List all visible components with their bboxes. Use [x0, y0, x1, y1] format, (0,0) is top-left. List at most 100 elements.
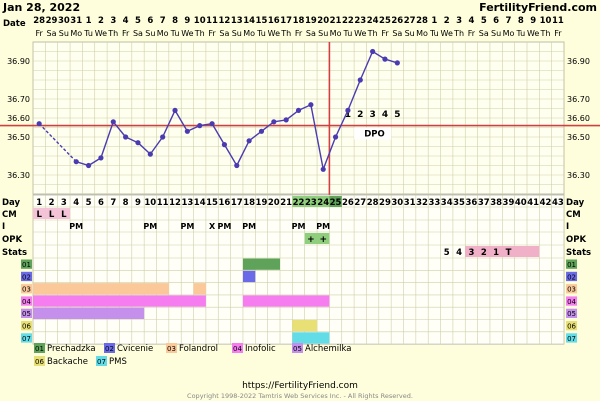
temp-line-segment	[223, 144, 238, 166]
day-number: 34	[441, 198, 453, 208]
supplement-bar	[33, 307, 145, 319]
dpo-number: 1	[345, 110, 351, 120]
row-label-right-day: Day	[566, 198, 585, 208]
intercourse-value: PM	[69, 222, 83, 231]
date-label: 5	[481, 16, 487, 26]
date-label: 21	[330, 16, 342, 26]
temp-point	[258, 128, 265, 134]
day-number: 43	[552, 198, 564, 208]
date-label: 5	[135, 16, 141, 26]
weekday-label: Sa	[219, 29, 229, 38]
supp-code-label-right: 01	[567, 261, 576, 269]
day-number: 20	[268, 198, 280, 208]
date-label: 1	[431, 16, 437, 26]
legend-label: Folandrol	[179, 344, 218, 354]
weekday-label: Tu	[429, 29, 439, 38]
supplement-bar	[292, 320, 318, 332]
weekday-label: Mo	[503, 29, 515, 38]
day-number: 11	[157, 198, 169, 208]
supplement-bar	[242, 258, 280, 270]
weekday-label: Fr	[381, 29, 389, 38]
temp-line-segment	[347, 79, 361, 111]
supp-code-label: 06	[22, 323, 31, 331]
temp-point	[345, 107, 351, 113]
intercourse-value: PM	[242, 222, 256, 231]
day-number: 32	[416, 198, 428, 208]
day-number: 36	[466, 198, 478, 208]
weekday-label: Th	[280, 29, 291, 38]
intercourse-value: PM	[292, 222, 306, 231]
legend-label: Cvicenie	[117, 344, 153, 354]
date-label: 9	[184, 16, 190, 26]
supp-code-box-right	[566, 296, 578, 306]
y-tick-label: 36.30	[7, 171, 30, 180]
cm-value: L	[49, 210, 55, 220]
row-label-cm: CM	[2, 210, 17, 220]
temp-point	[98, 155, 104, 161]
supp-code-box	[21, 333, 32, 343]
date-label: 30	[58, 16, 70, 26]
day-number: 41	[527, 198, 539, 208]
day-number: 39	[503, 198, 515, 208]
legend-swatch	[104, 343, 115, 353]
weekday-label: Su	[405, 29, 415, 38]
day-number: 21	[280, 198, 292, 208]
fertile-day-highlight	[292, 196, 305, 207]
day-number: 16	[219, 198, 231, 208]
weekday-label: Su	[145, 29, 155, 38]
temp-line-segment	[162, 110, 176, 138]
date-label: 28	[416, 16, 428, 26]
temp-point	[147, 151, 153, 157]
cm-cell	[33, 208, 46, 219]
weekday-label: Sa	[479, 29, 489, 38]
y-tick-label: 36.70	[7, 95, 30, 104]
dpo-number: 4	[382, 110, 388, 120]
weekday-label: Su	[232, 29, 242, 38]
fertile-day-highlight	[317, 196, 330, 207]
intercourse-value: PM	[316, 222, 330, 231]
temp-point	[36, 121, 42, 127]
opk-value: +	[319, 235, 327, 245]
temp-point	[295, 107, 302, 113]
supp-code-label-right: 07	[567, 335, 576, 343]
supp-code-box	[21, 284, 32, 294]
day-number: 29	[379, 198, 391, 208]
day-number: 1	[36, 198, 42, 208]
date-label: 18	[293, 16, 305, 26]
cm-cell	[45, 208, 58, 219]
weekday-label: We	[268, 29, 280, 38]
weekday-label: Tu	[83, 29, 93, 38]
supp-code-box-right	[566, 284, 578, 294]
date-label: 26	[391, 16, 403, 26]
date-label: 3	[110, 16, 116, 26]
date-label: 2	[98, 16, 104, 26]
date-label: 9	[530, 16, 536, 26]
date-label: 7	[160, 16, 166, 26]
day-number: 18	[243, 198, 255, 208]
temp-point	[172, 107, 178, 113]
temp-point	[184, 128, 190, 134]
supplement-bar	[242, 270, 256, 283]
supplement-bar	[292, 332, 330, 344]
legend-label: Alchemilka	[305, 344, 351, 354]
temp-point	[370, 48, 376, 55]
day-number: 22	[293, 198, 305, 208]
dpo-label-bg	[354, 127, 392, 140]
supp-code-label: 01	[22, 261, 31, 269]
day-number: 17	[231, 198, 243, 208]
weekday-label: Mo	[70, 29, 82, 38]
date-label: 10	[540, 16, 552, 26]
weekday-label: Mo	[416, 29, 428, 38]
legend-code: 06	[35, 358, 44, 366]
opk-cell	[304, 233, 318, 244]
dpo-number: 2	[357, 110, 363, 120]
stats-value: 4	[456, 248, 462, 258]
supplement-bar	[193, 283, 206, 295]
stats-value: T	[506, 248, 512, 258]
legend-swatch	[34, 356, 45, 366]
row-label-right-opk: OPK	[566, 235, 586, 245]
legend-code: 07	[97, 358, 106, 366]
row-label-opk: OPK	[2, 235, 22, 245]
weekday-label: Mo	[157, 29, 169, 38]
